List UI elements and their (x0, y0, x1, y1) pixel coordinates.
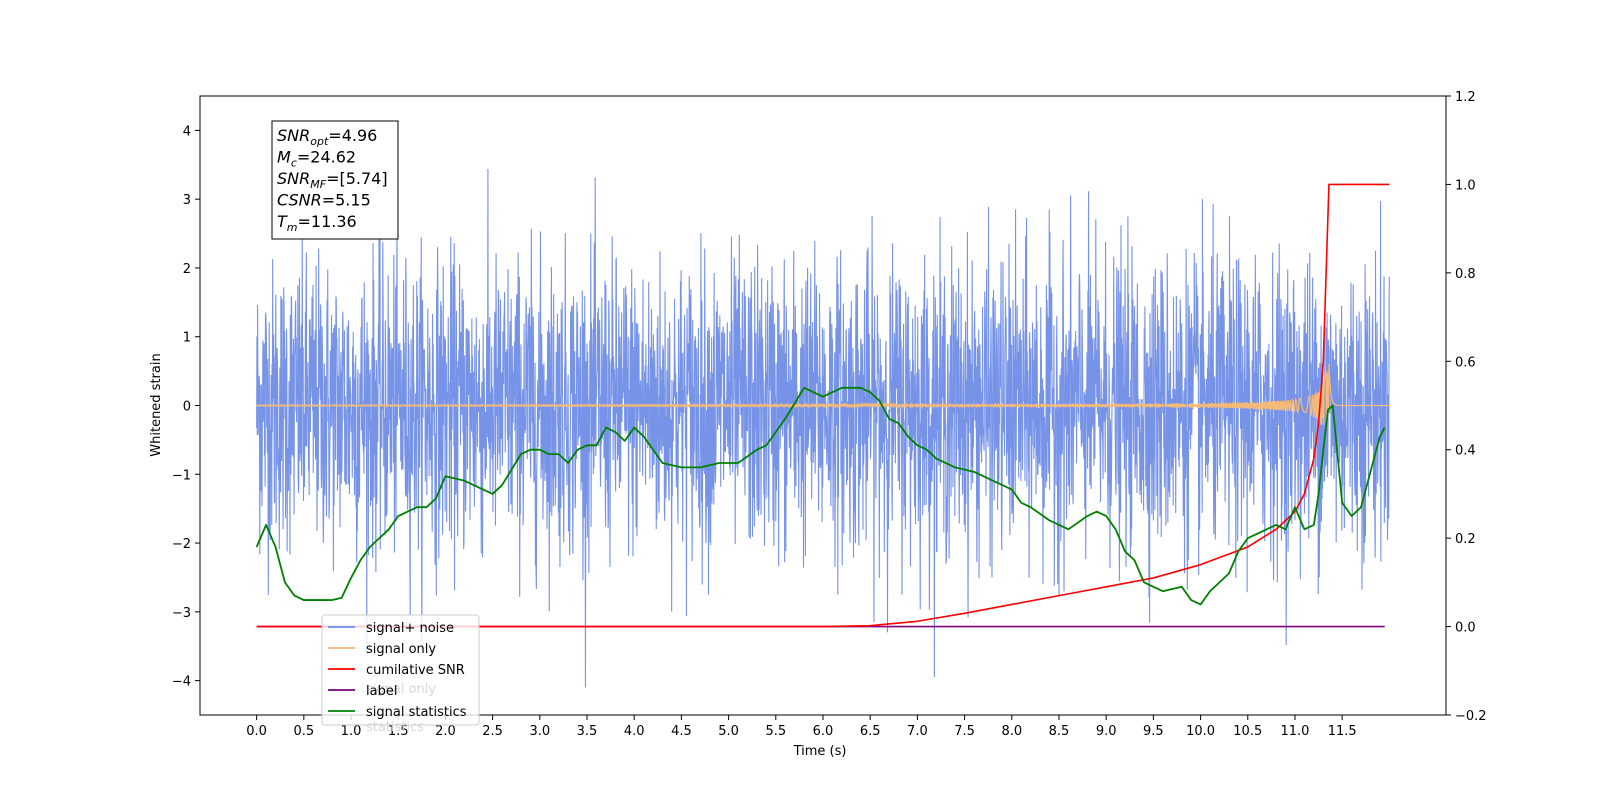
y-tick-label-left: −2 (172, 537, 191, 552)
x-tick-label: 6.0 (813, 724, 834, 739)
y-tick-label-right: −0.2 (1455, 709, 1487, 724)
y-tick-label-right: 1.0 (1455, 178, 1476, 193)
y-tick-label-left: 1 (183, 331, 191, 346)
x-tick-label: 11.5 (1328, 724, 1357, 739)
info-line: Tm=11.36 (277, 212, 357, 234)
x-tick-label: 4.0 (624, 724, 645, 739)
info-line: CSNR=5.15 (277, 191, 371, 210)
cumulative-snr-line (256, 183, 1390, 628)
x-tick-label: 0.5 (293, 724, 314, 739)
y-tick-label-left: 4 (183, 124, 191, 139)
x-tick-label: 7.5 (954, 724, 975, 739)
legend: signal only statistics signal+ noise signal… (321, 614, 480, 735)
y-axis-left: −4 −3 −2 −1 0 1 2 3 4 (172, 124, 200, 690)
legend-label: cumilative SNR (366, 663, 465, 678)
x-axis-label: Time (s) (793, 744, 847, 759)
y-axis-label: Whitened strain (149, 353, 164, 456)
legend-frame (321, 614, 480, 726)
info-line: SNRopt=4.96 (277, 126, 377, 148)
legend-hidden-text: statistics (366, 720, 424, 735)
y-axis-right: −0.2 0.0 0.2 0.4 0.6 0.8 1.0 1.2 (1446, 90, 1487, 724)
signal-only-series (256, 364, 1390, 426)
x-axis: 0.0 0.5 1.0 1.5 2.0 2.5 3.0 3.5 4.0 4.5 5.0 5.5 6.0 6… (246, 715, 1357, 739)
x-tick-label: 7.0 (907, 724, 928, 739)
y-tick-label-left: −3 (172, 606, 191, 621)
x-tick-label: 5.5 (765, 724, 786, 739)
info-box-frame (271, 120, 399, 240)
x-tick-label: 1.0 (341, 724, 362, 739)
x-tick-label: 4.5 (671, 724, 692, 739)
signal-noise-line (256, 168, 1390, 688)
y-tick-label-left: 0 (183, 400, 191, 415)
y-tick-label-left: 2 (183, 262, 191, 277)
y-tick-label-left: −1 (172, 468, 191, 483)
x-tick-label: 3.0 (529, 724, 550, 739)
x-tick-label: 10.5 (1233, 724, 1262, 739)
y-tick-label-right: 0.0 (1455, 621, 1476, 636)
y-tick-label-right: 0.2 (1455, 532, 1476, 547)
info-box: SNRopt=4.96Mc=24.62SNRMF=[5.74]CSNR=5.15… (271, 120, 399, 240)
x-tick-label: 5.0 (718, 724, 739, 739)
x-tick-label: 0.0 (246, 724, 267, 739)
x-tick-label: 2.5 (482, 724, 503, 739)
x-tick-label: 1.5 (388, 724, 409, 739)
legend-hidden-text: signal only (366, 682, 436, 697)
y-tick-label-right: 0.8 (1455, 267, 1476, 282)
y-tick-label-right: 1.2 (1455, 90, 1476, 105)
y-tick-label-left: 3 (183, 193, 191, 208)
x-tick-label: 6.5 (860, 724, 881, 739)
legend-label: signal only (366, 642, 436, 657)
signal-statistics-line (255, 386, 1386, 606)
y-tick-label-right: 0.4 (1455, 444, 1476, 459)
info-line: SNRMF=[5.74] (277, 169, 388, 191)
x-tick-label: 3.5 (577, 724, 598, 739)
y-tick-label-left: −4 (172, 675, 191, 690)
legend-label: signal+ noise (366, 621, 454, 636)
legend-label: signal statistics (366, 705, 467, 720)
signal-only-line (256, 364, 1390, 426)
x-tick-label: 9.5 (1143, 724, 1164, 739)
x-tick-label: 8.0 (1001, 724, 1022, 739)
y-tick-label-right: 0.6 (1455, 355, 1476, 370)
legend-label: label (366, 684, 397, 699)
signal-noise-series (256, 168, 1390, 688)
x-tick-label: 11.0 (1280, 724, 1309, 739)
info-line: Mc=24.62 (277, 148, 356, 170)
x-tick-label: 2.0 (435, 724, 456, 739)
signal-statistics-series (255, 386, 1386, 606)
x-tick-label: 9.0 (1096, 724, 1117, 739)
x-tick-label: 10.0 (1186, 724, 1215, 739)
x-tick-label: 8.5 (1049, 724, 1070, 739)
cumulative-snr-series (256, 183, 1390, 628)
